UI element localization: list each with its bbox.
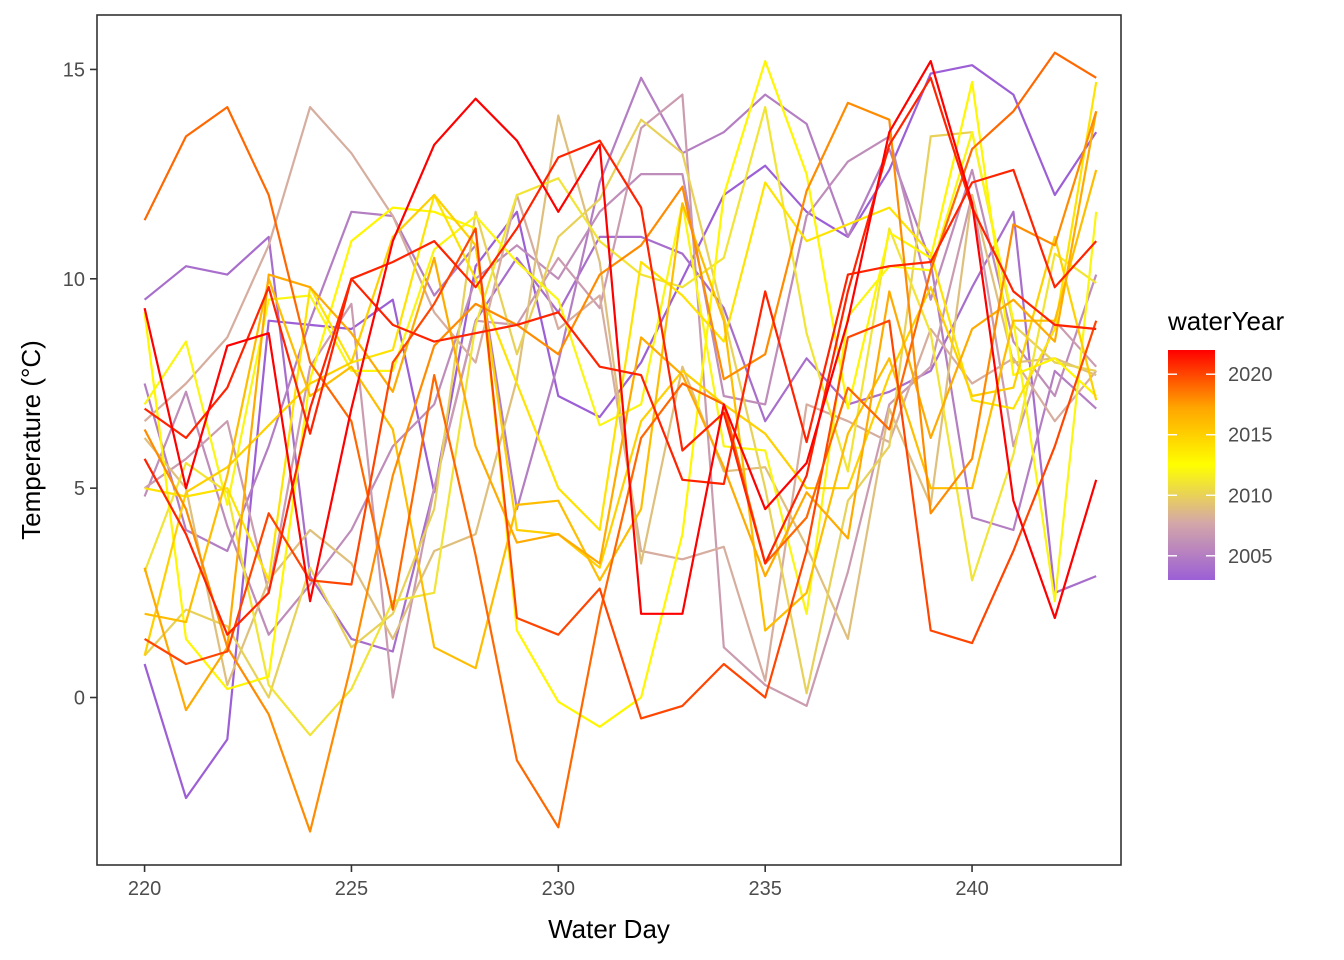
x-axis: 220 225 230 235 240 [128,865,989,900]
color-legend: waterYear 2005 2010 2015 2020 [1167,306,1284,580]
colorbar-tick-label: 2020 [1228,364,1273,386]
x-tick-label: 225 [335,878,368,900]
colorbar-ticks: 2005 2010 2015 2020 [1168,364,1273,568]
x-tick-label: 235 [748,878,781,900]
colorbar-tick-label: 2010 [1228,485,1273,507]
plot-panel-border [96,14,1122,866]
x-axis-title: Water Day [548,914,670,944]
series-line-13-2015 [143,193,1098,656]
series-line-9-2011 [143,105,1097,737]
series-line-20-2021 [143,76,1097,636]
series-lines [143,51,1098,833]
y-axis: 0 5 10 15 [63,59,97,710]
series-line-21-2022 [143,59,1098,620]
colorbar-tick-label: 2015 [1228,425,1273,447]
series-line-8-2010 [143,118,1097,699]
legend-title: waterYear [1167,306,1284,336]
series-line-7-2009 [143,114,1097,687]
series-line-15-2017 [143,111,1098,712]
y-tick-label: 5 [74,478,85,500]
colorbar [1168,350,1215,580]
y-tick-label: 15 [63,59,85,81]
x-tick-label: 230 [542,878,575,900]
series-line-6-2008 [143,105,1098,682]
series-line-18-2020 [144,227,1098,720]
series-line-16-2018 [143,101,1098,833]
series-line-14-2016 [144,169,1098,670]
series-line-11-2013 [143,59,1097,728]
x-tick-label: 240 [955,878,988,900]
x-tick-label: 220 [128,878,161,900]
y-axis-title: Temperature (°C) [16,340,46,540]
colorbar-tick-label: 2005 [1228,546,1273,568]
y-tick-label: 0 [74,688,85,710]
series-line-2-2004 [143,210,1097,653]
y-tick-label: 10 [63,269,85,291]
